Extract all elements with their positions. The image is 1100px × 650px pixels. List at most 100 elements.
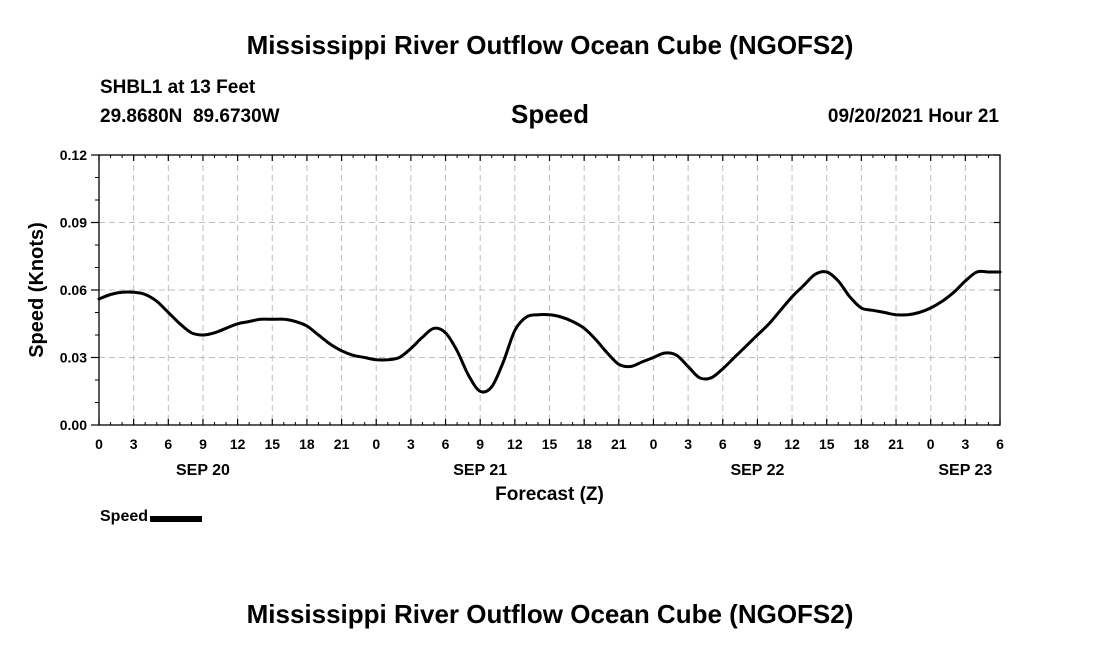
x-tick-label: 21 xyxy=(334,436,350,452)
speed-data-point xyxy=(919,312,920,313)
x-tick-label: 12 xyxy=(784,436,800,452)
speed-data-point xyxy=(410,348,411,349)
speed-data-point xyxy=(965,280,966,281)
speed-data-point xyxy=(618,364,619,365)
axis-tick-labels: 0 3 6 9 12 15 18 21 0 3 6 9 12 15 18 21 0 3 6 9 12 15 18 21 0 3 6 0… xyxy=(60,147,1004,479)
speed-data-point xyxy=(122,292,123,293)
speed-data-point xyxy=(803,285,804,286)
speed-data-point xyxy=(226,328,227,329)
x-tick-label: 0 xyxy=(927,436,935,452)
footer-title: Mississippi River Outflow Ocean Cube (NG… xyxy=(246,599,854,629)
speed-data-point xyxy=(861,307,862,308)
speed-series-line xyxy=(97,269,1002,394)
y-tick-label: 0.06 xyxy=(60,282,87,298)
speed-data-point xyxy=(722,368,723,369)
speed-data-point xyxy=(907,314,908,315)
speed-data-point xyxy=(445,332,446,333)
speed-data-point xyxy=(306,325,307,326)
speed-data-point xyxy=(595,339,596,340)
legend: Speed xyxy=(100,508,203,526)
speed-data-point xyxy=(503,361,504,362)
speed-data-point xyxy=(757,334,758,335)
speed-data-point xyxy=(214,332,215,333)
x-tick-label: 0 xyxy=(650,436,658,452)
speed-data-point xyxy=(953,292,954,293)
x-tick-label: 18 xyxy=(576,436,592,452)
speed-data-point xyxy=(780,310,781,311)
x-axis-title: Forecast (Z) xyxy=(495,484,604,505)
speed-data-point xyxy=(191,332,192,333)
date-label: SEP 22 xyxy=(730,462,784,479)
speed-data-point xyxy=(872,310,873,311)
speed-data-point xyxy=(549,314,550,315)
speed-data-point xyxy=(815,274,816,275)
speed-data-point xyxy=(734,357,735,358)
x-tick-label: 6 xyxy=(996,436,1004,452)
speed-data-point xyxy=(745,346,746,347)
speed-data-point xyxy=(364,357,365,358)
chart-title: Speed xyxy=(510,99,590,129)
speed-data-point xyxy=(630,366,631,367)
x-tick-label: 12 xyxy=(230,436,246,452)
speed-data-point xyxy=(976,271,977,272)
speed-data-point xyxy=(491,386,492,387)
x-tick-label: 18 xyxy=(854,436,870,452)
date-label: SEP 21 xyxy=(453,462,507,479)
x-tick-label: 18 xyxy=(299,436,315,452)
x-tick-label: 3 xyxy=(684,436,692,452)
speed-data-point xyxy=(110,294,111,295)
x-tick-label: 3 xyxy=(130,436,138,452)
speed-data-point xyxy=(514,330,515,331)
plot-frame xyxy=(98,154,1001,426)
date-label: SEP 23 xyxy=(938,462,992,479)
x-tick-label: 15 xyxy=(542,436,558,452)
speed-data-point xyxy=(156,301,157,302)
speed-data-point xyxy=(457,350,458,351)
y-tick-label: 0.03 xyxy=(60,350,87,366)
forecast-time: 09/20/2021 Hour 21 xyxy=(827,106,999,127)
station-coordinates: 29.8680N 89.6730W xyxy=(100,106,280,127)
speed-data-point xyxy=(930,307,931,308)
y-tick-label: 0.09 xyxy=(60,215,87,231)
speed-data-point xyxy=(676,355,677,356)
speed-data-point xyxy=(699,377,700,378)
speed-data-point xyxy=(584,328,585,329)
x-tick-label: 0 xyxy=(372,436,380,452)
speed-data-point xyxy=(849,296,850,297)
x-tick-label: 9 xyxy=(199,436,207,452)
speed-data-point xyxy=(838,280,839,281)
speed-data-point xyxy=(237,323,238,324)
speed-data-point xyxy=(942,301,943,302)
y-tick-label: 0.12 xyxy=(60,147,87,163)
x-tick-label: 3 xyxy=(407,436,415,452)
x-tick-label: 6 xyxy=(164,436,172,452)
speed-data-point xyxy=(792,296,793,297)
legend-label: Speed xyxy=(100,508,149,525)
x-tick-label: 9 xyxy=(476,436,484,452)
y-axis-title: Speed (Knots) xyxy=(26,222,48,358)
speed-data-point xyxy=(283,319,284,320)
speed-data-point xyxy=(341,350,342,351)
legend-line-swatch xyxy=(150,515,203,522)
x-tick-label: 15 xyxy=(819,436,835,452)
x-tick-label: 0 xyxy=(95,436,103,452)
speed-data-point xyxy=(272,319,273,320)
series-layer xyxy=(97,269,1002,394)
speed-data-point xyxy=(387,359,388,360)
speed-data-point xyxy=(526,316,527,317)
speed-data-point xyxy=(664,352,665,353)
speed-data-point xyxy=(884,312,885,313)
speed-data-point xyxy=(768,323,769,324)
x-tick-label: 6 xyxy=(442,436,450,452)
speed-data-point xyxy=(480,391,481,392)
speed-data-point xyxy=(145,294,146,295)
speed-data-point xyxy=(249,321,250,322)
speed-data-point xyxy=(318,334,319,335)
speed-data-point xyxy=(561,316,562,317)
speed-data-point xyxy=(711,377,712,378)
speed-data-point xyxy=(376,359,377,360)
speed-data-point xyxy=(260,319,261,320)
x-tick-label: 21 xyxy=(888,436,904,452)
